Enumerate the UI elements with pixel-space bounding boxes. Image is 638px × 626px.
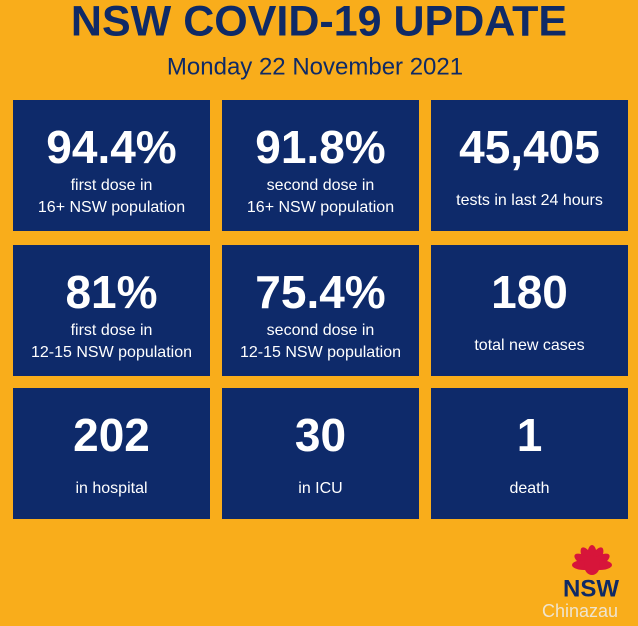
stat-label: 16+ NSW population <box>247 199 394 216</box>
stat-tile <box>222 388 419 519</box>
stat-tile <box>431 245 628 376</box>
stat-tile <box>13 388 210 519</box>
stat-label: second dose in <box>267 177 375 194</box>
stat-label: 12-15 NSW population <box>31 344 192 361</box>
stat-label: in ICU <box>298 480 342 497</box>
stat-label: total new cases <box>474 337 584 354</box>
title: NSW COVID-19 UPDATE <box>71 0 567 45</box>
stat-tile <box>431 100 628 231</box>
stat-value: 180 <box>491 266 568 318</box>
date: Monday 22 November 2021 <box>167 53 463 80</box>
stat-value: 94.4% <box>46 121 176 173</box>
stat-label: tests in last 24 hours <box>456 192 603 209</box>
watermark: Chinazau <box>542 601 618 621</box>
stat-label: 12-15 NSW population <box>240 344 401 361</box>
stat-value: 81% <box>65 266 157 318</box>
stat-value: 30 <box>295 409 346 461</box>
stat-tile <box>222 245 419 376</box>
stat-value: 202 <box>73 409 150 461</box>
nsw-logo: NSW <box>563 545 619 602</box>
stat-value: 1 <box>517 409 543 461</box>
stat-label: first dose in <box>71 177 153 194</box>
stat-label: 16+ NSW population <box>38 199 185 216</box>
stat-label: death <box>509 480 549 497</box>
stat-value: 75.4% <box>255 266 385 318</box>
stat-label: first dose in <box>71 322 153 339</box>
stat-tile <box>431 388 628 519</box>
stat-tile <box>222 100 419 231</box>
stat-value: 45,405 <box>459 121 600 173</box>
stat-value: 91.8% <box>255 121 385 173</box>
stat-label: second dose in <box>267 322 375 339</box>
logo-text: NSW <box>563 575 619 602</box>
stat-tile <box>13 245 210 376</box>
stat-label: in hospital <box>75 480 147 497</box>
stat-tile <box>13 100 210 231</box>
